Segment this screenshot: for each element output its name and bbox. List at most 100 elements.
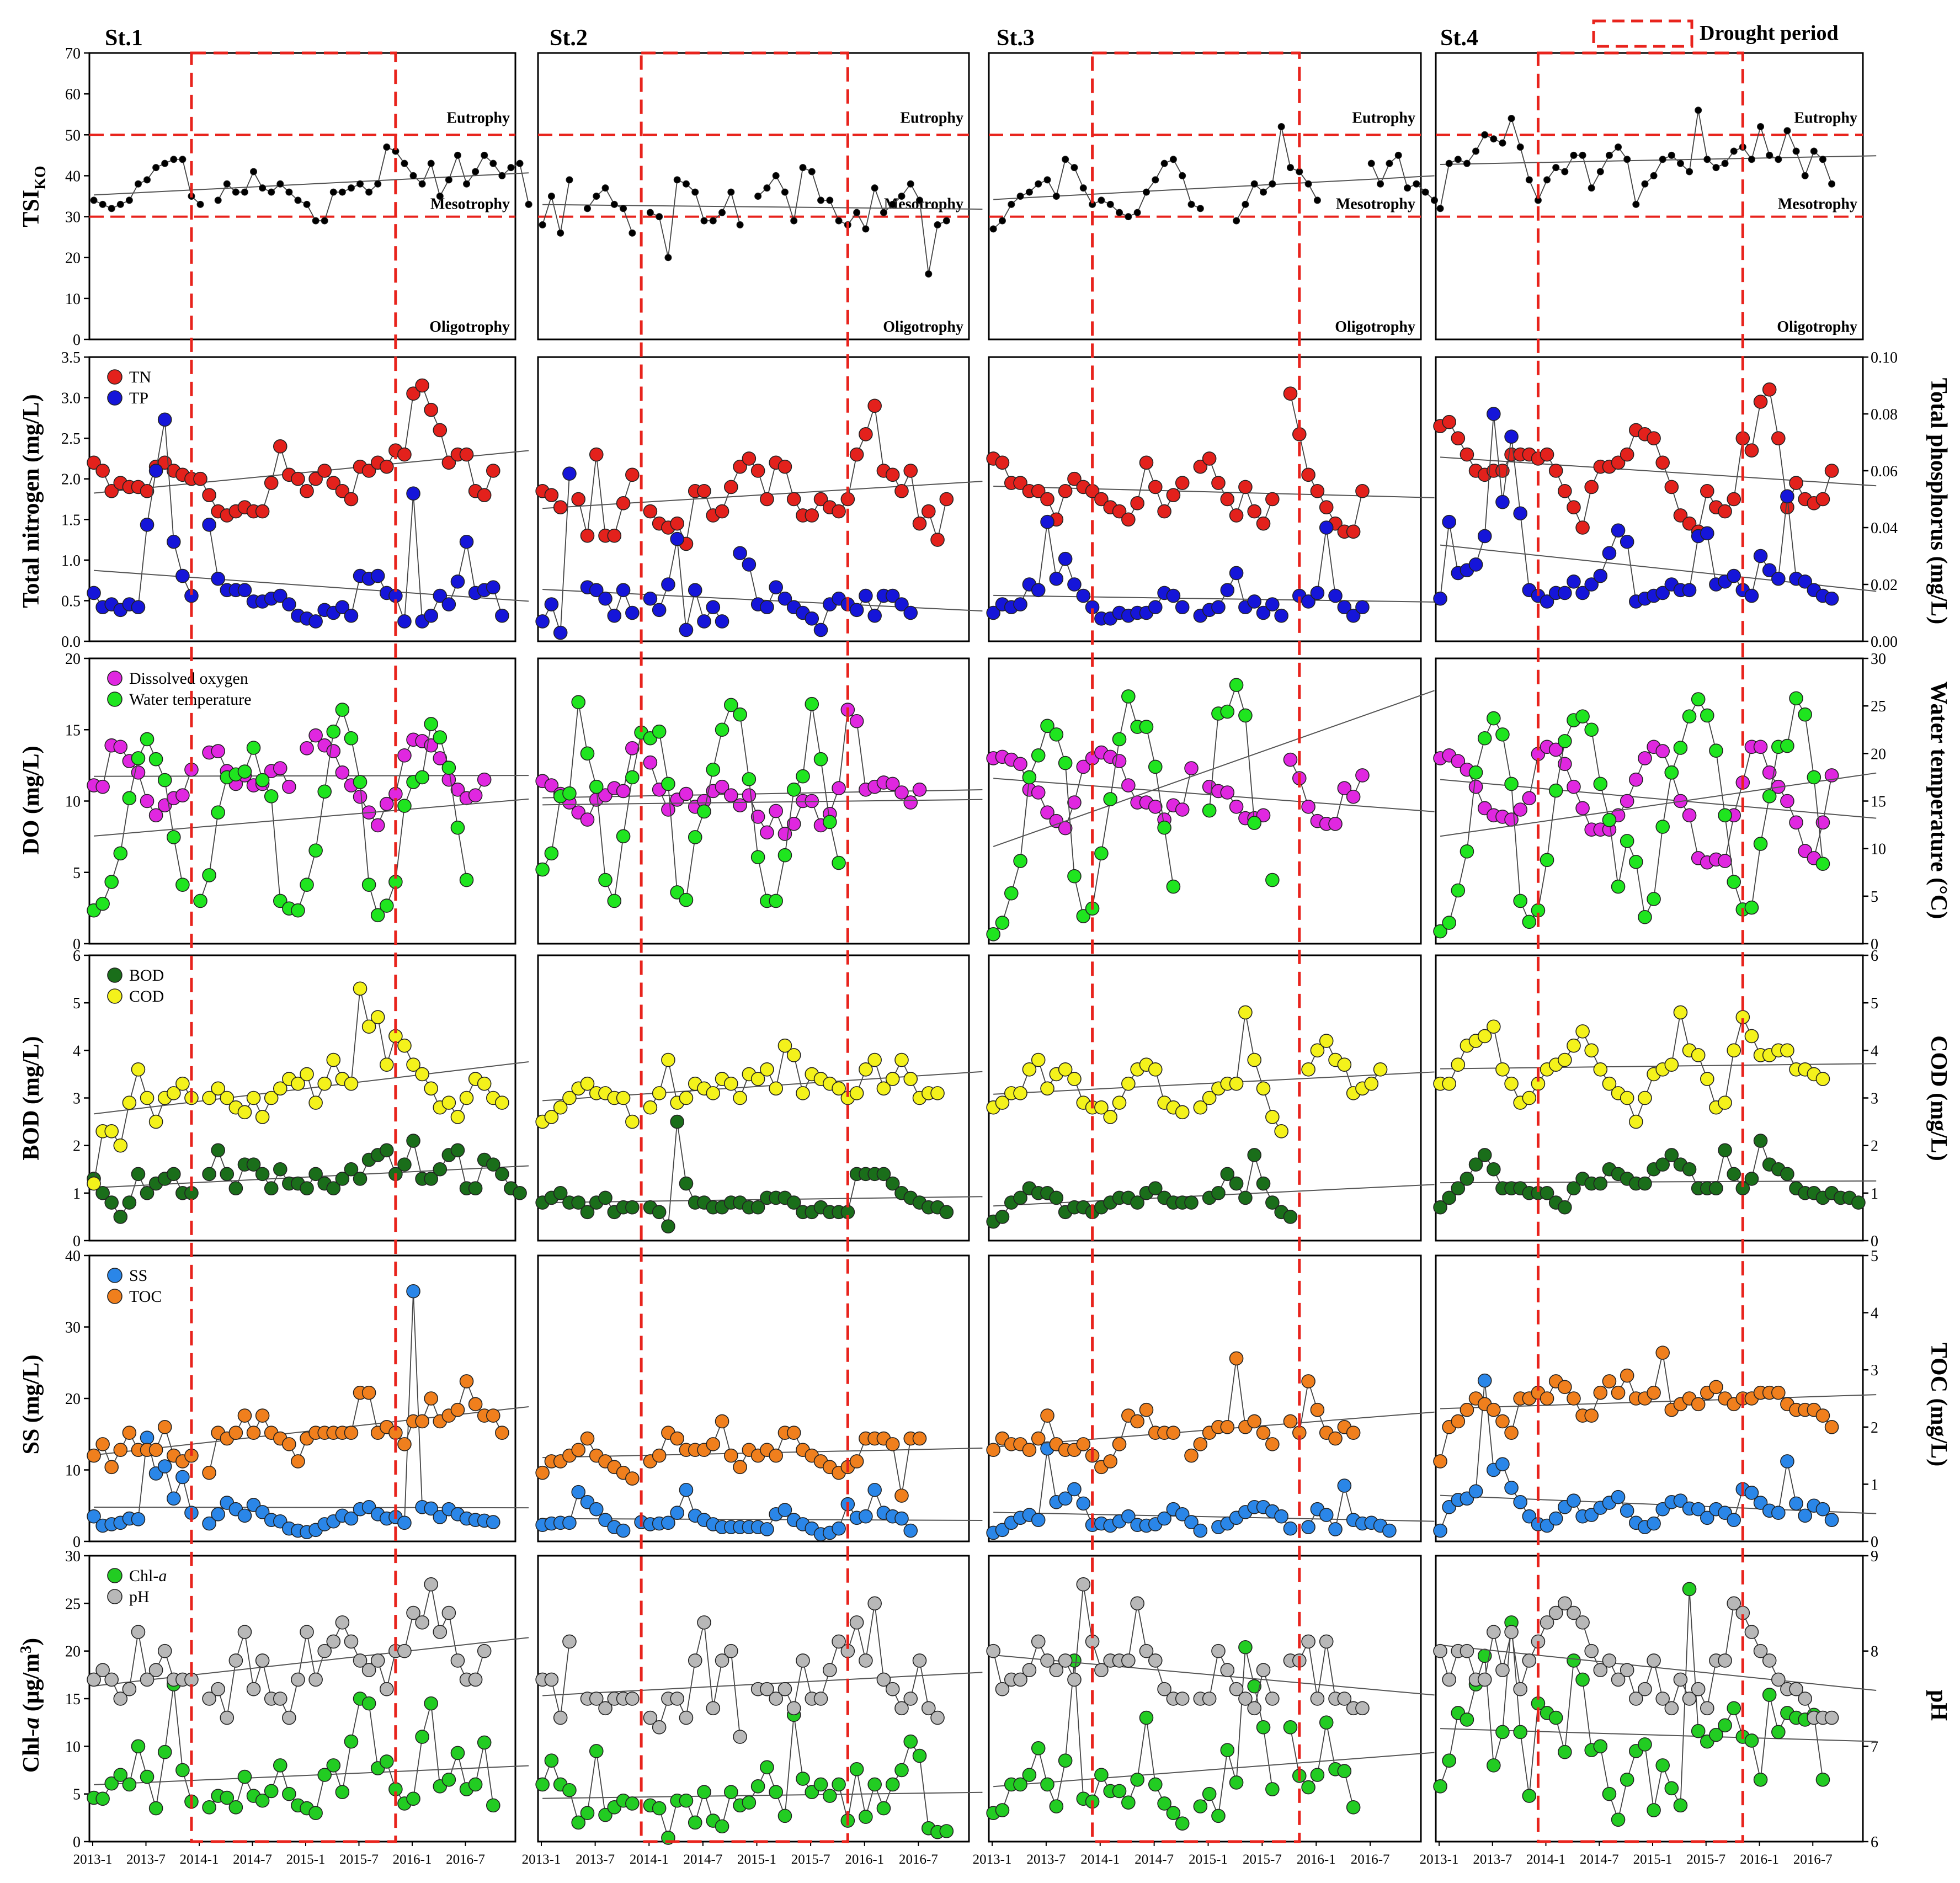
data-point-SS [255, 1505, 270, 1519]
data-point-WT [1220, 704, 1235, 719]
data-point-TN [921, 504, 936, 519]
x-tick-label: 2016-1 [845, 1852, 884, 1867]
data-point-DO [643, 755, 658, 770]
data-point-TOC [1031, 1431, 1046, 1446]
left-tick-label: 40 [65, 1248, 81, 1265]
data-point-TP [1148, 600, 1163, 614]
data-point-tsi [1142, 188, 1150, 196]
data-point-WT [1013, 854, 1027, 868]
label-eutrophy: Eutrophy [900, 109, 963, 126]
data-point-TOC [344, 1425, 359, 1440]
data-point-BOD [939, 1205, 954, 1220]
data-point-tsi [1632, 200, 1640, 208]
right-tick-label: 3 [1871, 1362, 1878, 1379]
data-point-WT [113, 846, 128, 861]
data-point-TN [589, 447, 604, 462]
right-tick-label: 6 [1871, 948, 1878, 965]
trend-line-Chl [93, 1765, 529, 1785]
data-point-TOC [246, 1425, 261, 1440]
data-point-WT [353, 775, 368, 789]
data-point-COD [652, 1086, 667, 1100]
data-point-TP [625, 605, 640, 620]
left-tick-label: 5 [73, 1786, 81, 1804]
data-point-TP [903, 605, 918, 620]
trend-line-DO [542, 789, 983, 799]
left-tick-label: 10 [65, 794, 81, 811]
data-point-BOD [1727, 1167, 1741, 1182]
data-point-tsi [516, 159, 524, 167]
data-point-TOC [724, 1448, 738, 1463]
data-point-TOC [849, 1454, 864, 1469]
data-point-TOC [1229, 1351, 1244, 1366]
ylabel-bod: BOD (mg/L) [19, 1036, 44, 1160]
data-point-DO [1753, 740, 1768, 754]
data-point-COD [273, 1081, 287, 1096]
data-point-SS [679, 1482, 694, 1497]
right-tick-label: 0.04 [1871, 520, 1898, 537]
data-point-Chl [486, 1798, 500, 1813]
data-point-tsi [1304, 180, 1312, 188]
data-point-pH [1504, 1625, 1519, 1639]
data-point-tsi [1430, 196, 1438, 204]
data-point-WT [1451, 883, 1466, 898]
data-point-WT [742, 772, 757, 786]
left-tick-label: 3 [73, 1091, 81, 1108]
data-point-pH [1753, 1643, 1768, 1658]
data-point-SS [1691, 1502, 1706, 1517]
data-point-TP [867, 608, 882, 623]
data-point-TP [1067, 577, 1082, 592]
data-point-WT [1460, 844, 1474, 859]
data-point-BOD [571, 1195, 586, 1210]
data-point-SS [175, 1470, 190, 1485]
data-point-COD [1013, 1086, 1027, 1100]
data-point-SS [433, 1510, 448, 1524]
data-point-SS [131, 1512, 146, 1526]
data-point-pH [706, 1701, 721, 1716]
data-point-tsi [152, 164, 160, 172]
data-point-COD [1602, 1076, 1617, 1091]
data-point-pH [688, 1653, 702, 1668]
data-point-TP [450, 575, 465, 589]
data-point-COD [140, 1091, 155, 1105]
data-point-pH [361, 1663, 376, 1677]
data-point-TP [715, 614, 729, 629]
data-point-TOC [1166, 1425, 1181, 1440]
data-point-TN [291, 471, 305, 486]
data-point-TN [733, 459, 747, 474]
data-point-TOC [1184, 1448, 1199, 1463]
left-tick-label: 0 [73, 1233, 81, 1250]
data-point-COD [379, 1057, 394, 1072]
data-point-COD [1301, 1062, 1315, 1077]
data-point-pH [1789, 1682, 1803, 1696]
plot-grid: 010203040506070EutrophyMesotrophyOligotr… [61, 45, 1898, 1867]
data-point-TN [433, 423, 448, 438]
data-point-WT [607, 893, 622, 908]
data-point-TOC [255, 1408, 270, 1423]
data-point-TP [273, 588, 287, 603]
data-point-Chl [1495, 1725, 1510, 1740]
data-point-Chl [1229, 1775, 1244, 1790]
data-point-WT [1602, 813, 1617, 827]
data-point-TN [95, 464, 110, 478]
data-point-pH [1762, 1653, 1777, 1668]
data-point-TOC [1130, 1414, 1144, 1429]
data-point-pH [433, 1625, 448, 1639]
data-point-TOC [291, 1454, 305, 1469]
data-point-SS [1031, 1513, 1046, 1527]
data-point-TN [1247, 504, 1262, 519]
data-point-tsi [99, 200, 106, 208]
data-point-DO [1718, 854, 1732, 868]
panel-chl_ph-3: 2013-1 2013-7 2014-1 2014-7 2015-1 2015-7 2016… [973, 1555, 1435, 1867]
left-tick-label: 50 [65, 127, 81, 144]
data-point-Chl [1567, 1653, 1581, 1668]
data-point-TN [459, 447, 474, 462]
data-point-Chl [1166, 1806, 1181, 1820]
data-point-TOC [202, 1465, 216, 1480]
data-point-SS [903, 1523, 918, 1538]
data-point-TN [643, 504, 658, 519]
data-point-DO [742, 788, 757, 802]
drought-period-box-2 [640, 51, 849, 1843]
data-point-BOD [450, 1143, 465, 1158]
data-point-Chl [805, 1785, 819, 1800]
data-point-tsi [1160, 159, 1168, 167]
